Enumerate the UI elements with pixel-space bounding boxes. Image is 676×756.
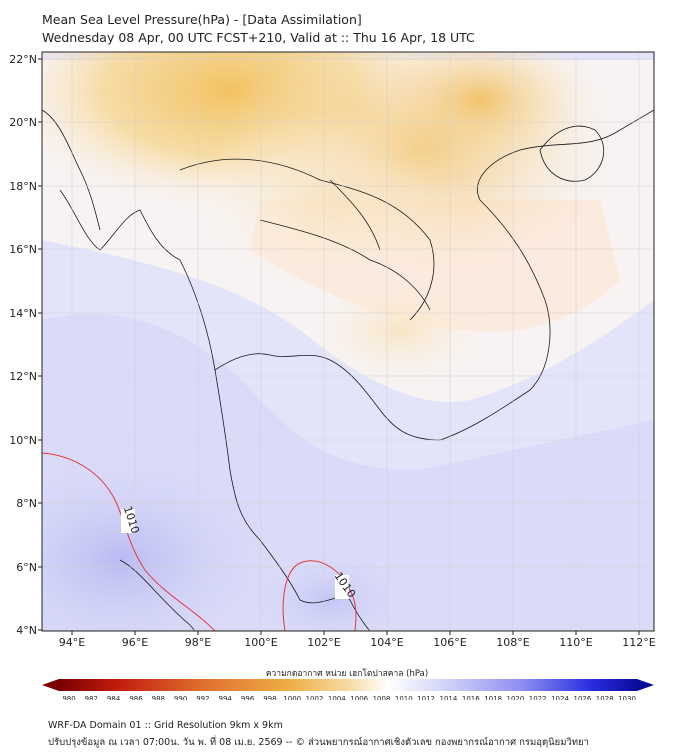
colorbar-tick-label: 1008 xyxy=(373,695,391,700)
colorbar-tick-label: 988 xyxy=(152,695,165,700)
footer-credit: ปรับปรุงข้อมูล ณ เวลา 07:00น. วัน พ. ที่… xyxy=(48,737,589,748)
lat-tick-label: 4°N xyxy=(16,624,37,637)
lat-tick-label: 14°N xyxy=(9,307,37,320)
colorbar-tick-label: 1020 xyxy=(506,695,524,700)
colorbar-tick-label: 1012 xyxy=(417,695,435,700)
lon-tick-label: 94°E xyxy=(59,636,85,649)
colorbar-tick-label: 990 xyxy=(174,695,187,700)
colorbar-tick-label: 996 xyxy=(241,695,255,700)
colorbar-tick-label: 1004 xyxy=(328,695,346,700)
colorbar-tick-label: 994 xyxy=(219,695,233,700)
isobars xyxy=(42,452,357,631)
colorbar-low-arrow xyxy=(42,679,59,691)
lat-tick-label: 18°N xyxy=(9,180,37,193)
lon-tick-label: 102°E xyxy=(307,636,340,649)
lat-tick-label: 20°N xyxy=(9,116,37,129)
colorbar-tick-label: 1022 xyxy=(529,695,547,700)
colorbar-tick-label: 986 xyxy=(129,695,143,700)
isobar-1010-west xyxy=(42,452,216,631)
colorbar-tick-label: 1030 xyxy=(618,695,636,700)
map-title: Mean Sea Level Pressure(hPa) - [Data Ass… xyxy=(42,12,362,27)
colorbar-tick-label: 1016 xyxy=(462,695,480,700)
colorbar-tick-label: 982 xyxy=(85,695,98,700)
colorbar-tick-label: 1014 xyxy=(439,695,457,700)
footer-model-info: WRF-DA Domain 01 :: Grid Resolution 9km … xyxy=(48,720,283,731)
colorbar-tick-label: 1000 xyxy=(283,695,301,700)
lon-tick-label: 112°E xyxy=(622,636,655,649)
lon-tick-label: 110°E xyxy=(559,636,592,649)
lat-tick-label: 8°N xyxy=(16,497,37,510)
colorbar-tick-label: 998 xyxy=(263,695,276,700)
colorbar-tick-label: 992 xyxy=(196,695,209,700)
contour-label-1: 1010 xyxy=(121,505,142,536)
plot-frame xyxy=(41,51,655,632)
colorbar-high-arrow xyxy=(637,679,654,691)
colorbar-tick-label: 1026 xyxy=(573,695,591,700)
lon-tick-label: 98°E xyxy=(185,636,211,649)
colorbar-tick-label: 980 xyxy=(62,695,75,700)
colorbar-ramp xyxy=(59,679,637,691)
lon-tick-label: 96°E xyxy=(122,636,148,649)
colorbar: 980 982 984 986 988 990 992 994 996 998 1000 1002 10… xyxy=(42,679,654,700)
tick-marks xyxy=(38,58,640,635)
lat-tick-label: 22°N xyxy=(9,53,37,66)
lon-tick-label: 100°E xyxy=(244,636,277,649)
gridlines xyxy=(42,52,654,631)
lon-tick-label: 108°E xyxy=(496,636,529,649)
lat-tick-label: 6°N xyxy=(16,561,37,574)
colorbar-tick-label: 1028 xyxy=(596,695,614,700)
lat-tick-label: 16°N xyxy=(9,243,37,256)
isobar-1010-south xyxy=(282,560,357,631)
lon-tick-label: 106°E xyxy=(433,636,466,649)
colorbar-title: ความกดอากาศ หน่วย เฮกโตปาสคาล (hPa) xyxy=(265,669,429,679)
lat-tick-label: 12°N xyxy=(9,370,37,383)
pressure-map: 1010 1010 94°E 96°E 98°E 100°E 102°E 104… xyxy=(9,51,656,700)
colorbar-tick-label: 1018 xyxy=(484,695,502,700)
pressure-field xyxy=(42,52,654,631)
colorbar-tick-label: 1010 xyxy=(395,695,413,700)
colorbar-tick-label: 1002 xyxy=(306,695,324,700)
map-subtitle: Wednesday 08 Apr, 00 UTC FCST+210, Valid… xyxy=(42,30,475,45)
lon-tick-label: 104°E xyxy=(370,636,403,649)
longitude-labels: 94°E 96°E 98°E 100°E 102°E 104°E 106°E 1… xyxy=(59,636,656,649)
colorbar-tick-label: 1006 xyxy=(350,695,368,700)
colorbar-tick-label: 984 xyxy=(107,695,121,700)
colorbar-tick-label: 1024 xyxy=(551,695,569,700)
latitude-labels: 22°N 20°N 18°N 16°N 14°N 12°N 10°N 8°N 6… xyxy=(9,53,37,637)
lat-tick-label: 10°N xyxy=(9,434,37,447)
